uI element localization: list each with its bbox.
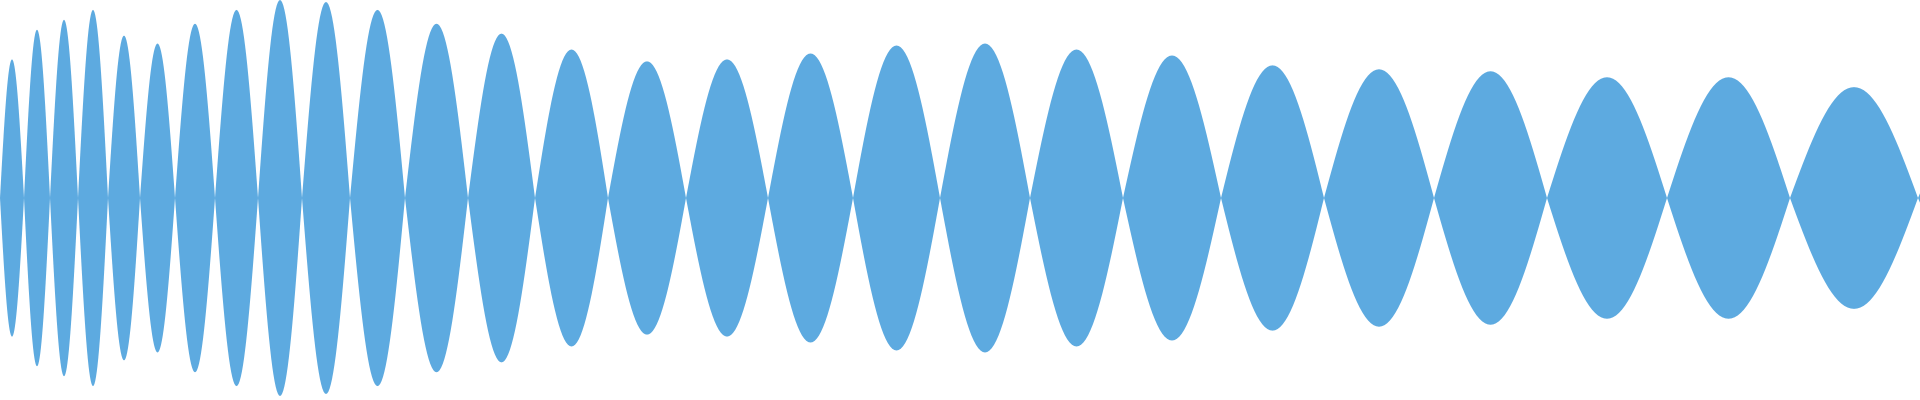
waveform-lobe (140, 43, 175, 353)
waveform-lobe (1221, 65, 1324, 331)
waveform-lobe (1667, 77, 1790, 319)
waveform-lobe (1434, 71, 1547, 325)
waveform-lobe (468, 33, 535, 363)
waveform-lobe (215, 9, 258, 387)
waveform-lobe (1547, 77, 1667, 319)
waveform-lobe (108, 35, 140, 361)
waveform-lobe (258, 0, 302, 396)
waveform-lobe (350, 9, 405, 387)
waveform-lobe (405, 23, 468, 373)
waveform-lobe (686, 59, 768, 337)
waveform-lobe (768, 53, 853, 343)
waveform-lobe (175, 23, 215, 373)
waveform-lobe (24, 29, 50, 367)
waveform-lobe (1790, 87, 1918, 309)
waveform-lobe (853, 45, 940, 351)
waveform-lobe (78, 9, 108, 387)
waveform-lobe (1030, 49, 1123, 347)
waveform-lobe (1123, 55, 1221, 341)
waveform-lobe (50, 19, 78, 377)
waveform-lobe (0, 59, 24, 337)
waveform-lobe (302, 1, 350, 395)
waveform-lobe (608, 61, 686, 335)
waveform-lobe (535, 49, 608, 347)
waveform-lobe (1324, 69, 1434, 327)
waveform-lobe (940, 43, 1030, 353)
